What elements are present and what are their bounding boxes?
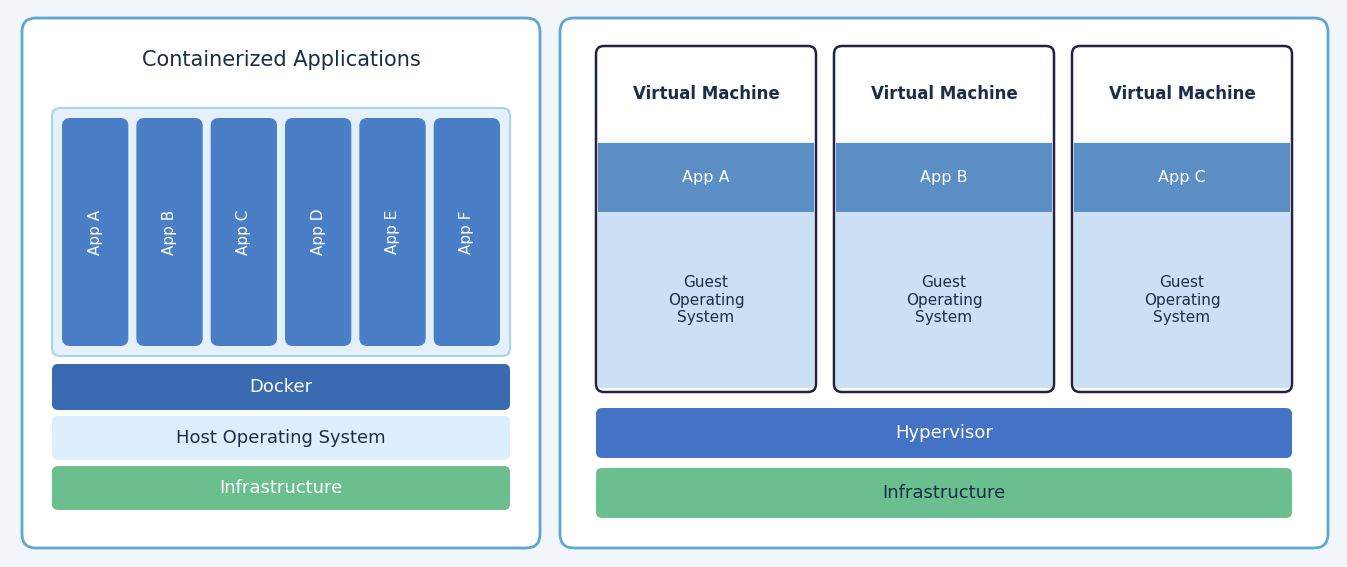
FancyBboxPatch shape [62,118,128,346]
Text: Virtual Machine: Virtual Machine [633,86,780,103]
Text: App D: App D [311,209,326,255]
FancyBboxPatch shape [598,212,814,388]
Text: App C: App C [1158,170,1206,185]
FancyBboxPatch shape [560,18,1328,548]
Text: App A: App A [88,209,102,255]
Text: Guest
Operating
System: Guest Operating System [668,275,745,325]
Text: Guest
Operating
System: Guest Operating System [1144,275,1220,325]
FancyBboxPatch shape [595,408,1292,458]
Text: Containerized Applications: Containerized Applications [141,50,420,70]
FancyBboxPatch shape [836,212,1052,388]
FancyBboxPatch shape [53,466,511,510]
Text: Guest
Operating
System: Guest Operating System [905,275,982,325]
Text: Host Operating System: Host Operating System [176,429,385,447]
FancyBboxPatch shape [136,118,202,346]
Text: Virtual Machine: Virtual Machine [1109,86,1255,103]
Text: Virtual Machine: Virtual Machine [870,86,1017,103]
FancyBboxPatch shape [1072,46,1292,392]
Text: Infrastructure: Infrastructure [882,484,1006,502]
Text: Infrastructure: Infrastructure [220,479,342,497]
FancyBboxPatch shape [434,118,500,346]
FancyBboxPatch shape [1074,143,1290,212]
Text: App E: App E [385,210,400,254]
FancyBboxPatch shape [598,143,814,212]
FancyBboxPatch shape [1074,212,1290,388]
Text: App B: App B [162,209,176,255]
FancyBboxPatch shape [595,468,1292,518]
Text: App A: App A [682,170,730,185]
FancyBboxPatch shape [210,118,277,346]
FancyBboxPatch shape [360,118,426,346]
Text: App B: App B [920,170,967,185]
FancyBboxPatch shape [53,364,511,410]
FancyBboxPatch shape [53,416,511,460]
FancyBboxPatch shape [836,143,1052,212]
Text: Hypervisor: Hypervisor [894,424,993,442]
FancyBboxPatch shape [286,118,352,346]
FancyBboxPatch shape [53,108,511,356]
FancyBboxPatch shape [595,46,816,392]
FancyBboxPatch shape [22,18,540,548]
Text: App F: App F [459,210,474,254]
FancyBboxPatch shape [834,46,1053,392]
Text: Docker: Docker [249,378,313,396]
Text: App C: App C [236,209,252,255]
